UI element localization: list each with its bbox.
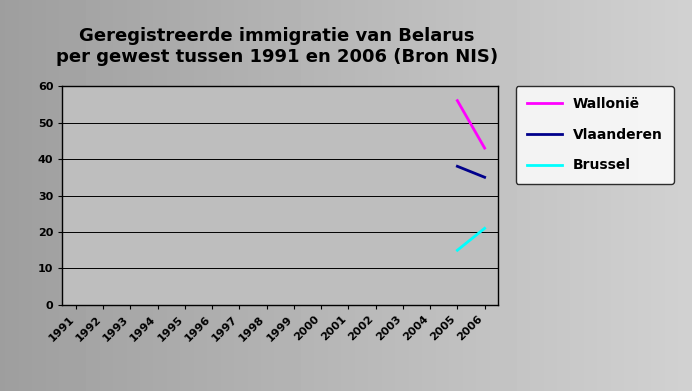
- Legend: Wallonië, Vlaanderen, Brussel: Wallonië, Vlaanderen, Brussel: [516, 86, 673, 184]
- Vlaanderen: [480, 175, 489, 179]
- Line: Vlaanderen: Vlaanderen: [457, 166, 484, 177]
- Vlaanderen: [453, 164, 462, 169]
- Line: Wallonië: Wallonië: [457, 100, 484, 148]
- Wallonië: [480, 146, 489, 151]
- Text: Geregistreerde immigratie van Belarus
per gewest tussen 1991 en 2006 (Bron NIS): Geregistreerde immigratie van Belarus pe…: [56, 27, 498, 66]
- Wallonië: [453, 98, 462, 103]
- Brussel: [453, 248, 462, 253]
- Brussel: [480, 226, 489, 231]
- Line: Brussel: Brussel: [457, 228, 484, 250]
